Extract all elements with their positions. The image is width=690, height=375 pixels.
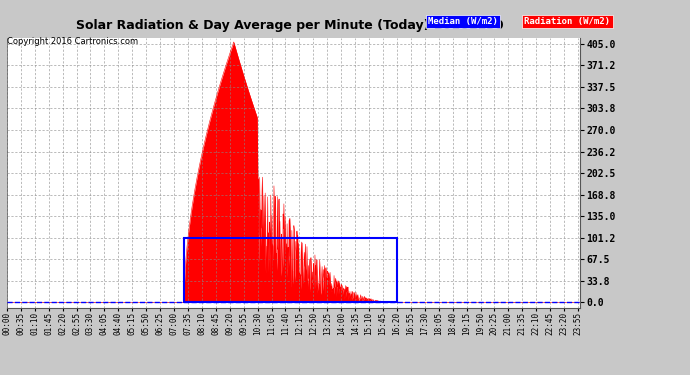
- Bar: [184, 238, 397, 302]
- Text: Solar Radiation & Day Average per Minute (Today) 20161130: Solar Radiation & Day Average per Minute…: [76, 19, 504, 32]
- Text: Copyright 2016 Cartronics.com: Copyright 2016 Cartronics.com: [7, 38, 138, 46]
- Text: Radiation (W/m2): Radiation (W/m2): [524, 17, 611, 26]
- Text: Median (W/m2): Median (W/m2): [428, 17, 497, 26]
